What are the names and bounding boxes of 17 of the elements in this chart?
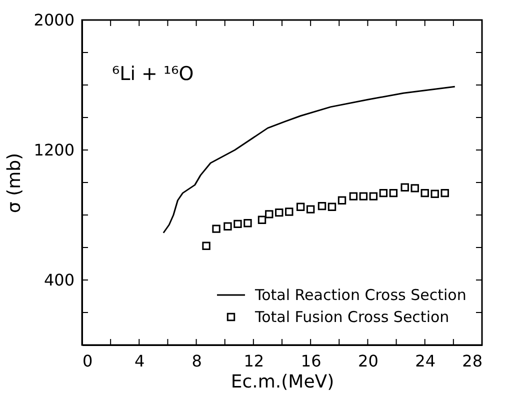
y-axis-title: σ (mb) xyxy=(4,152,25,214)
line-series xyxy=(162,86,456,234)
legend-label: Total Reaction Cross Section xyxy=(254,286,466,304)
x-tick-label: 24 xyxy=(415,352,436,370)
x-tick-label: 20 xyxy=(358,352,378,370)
x-tick-label: 0 xyxy=(82,352,93,370)
x-tick-label: 16 xyxy=(300,352,322,370)
x-tick-label: 8 xyxy=(192,352,202,370)
y-tick-label: 1200 xyxy=(34,140,74,160)
x-axis-title: Ec.m.(MeV) xyxy=(230,372,334,392)
y-tick-label: 400 xyxy=(44,270,74,290)
legend-label: Total Fusion Cross Section xyxy=(254,308,450,326)
x-tick-label: 12 xyxy=(244,352,264,370)
annotation: ⁶Li + ¹⁶O xyxy=(112,63,194,85)
x-tick-label: 4 xyxy=(134,352,145,370)
y-tick-label: 2000 xyxy=(34,10,74,30)
x-tick-label: 28 xyxy=(462,352,482,370)
